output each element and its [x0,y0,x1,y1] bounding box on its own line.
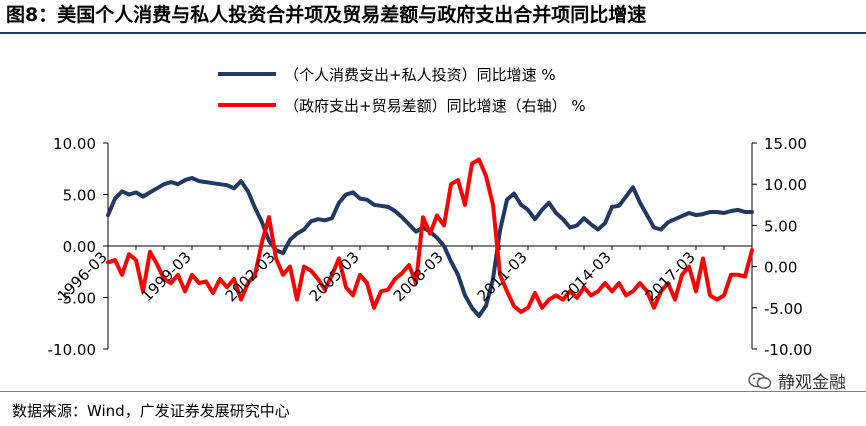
source-divider [0,391,866,392]
legend-item-series-a: （个人消费支出+私人投资）同比增速 % [218,63,556,85]
figure-title: 图8：美国个人消费与私人投资合并项及贸易差额与政府支出合并项同比增速 [6,4,647,26]
y-left-tick-label: -10.00 [48,341,96,359]
y-right-tick-label: 0.00 [764,259,797,277]
legend-label-series-a: （个人消费支出+私人投资）同比增速 % [284,65,556,84]
y-right-tick-label: 10.00 [764,176,807,194]
y-right-tick-label: -10.00 [764,341,812,359]
title-divider [0,32,866,34]
x-tick-label: 2002-03 [222,248,279,305]
watermark: 静观金融 [748,368,846,393]
series-b-line [106,157,754,314]
source-note: 数据来源：Wind，广发证券发展研究中心 [12,402,290,420]
legend-item-series-b: （政府支出+贸易差额）同比增速（右轴） % [218,94,586,116]
y-left-tick-label: 0.00 [63,238,96,256]
y-left-tick-label: 10.00 [53,135,96,153]
legend-swatch-series-b [218,103,276,107]
wechat-logo-icon [748,372,772,389]
y-right-tick-label: -5.00 [764,300,803,318]
y-left-tick-label: 5.00 [63,187,96,205]
legend-swatch-series-a [218,72,276,76]
y-right-tick-label: 15.00 [764,135,807,153]
y-right-tick-label: 5.00 [764,217,797,235]
y-left-tick-label: -5.00 [57,290,96,308]
watermark-text: 静观金融 [778,373,846,393]
x-tick-label: 2011-03 [474,248,531,305]
legend-label-series-b: （政府支出+贸易差额）同比增速（右轴） % [284,96,586,115]
x-tick-label: 2014-03 [558,248,615,305]
